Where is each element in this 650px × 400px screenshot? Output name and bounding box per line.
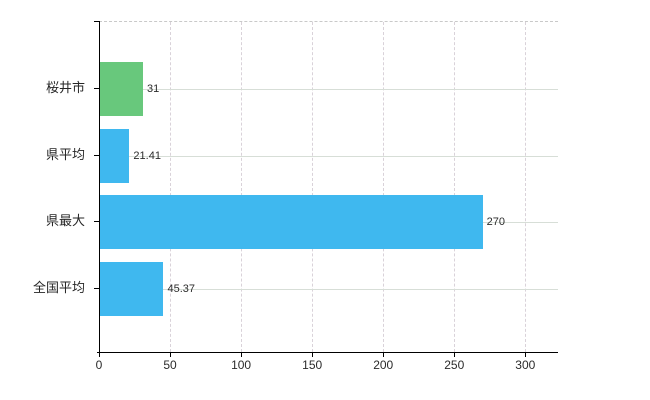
x-tick-label-250: 250 xyxy=(444,358,465,372)
value-label-3: 45.37 xyxy=(167,282,195,295)
x-axis-tick-250 xyxy=(454,352,456,357)
x-tick-label-150: 150 xyxy=(302,358,323,372)
gridline-x-50 xyxy=(170,22,172,352)
y-axis-tick-0 xyxy=(94,88,99,89)
bar-3 xyxy=(99,261,164,316)
x-tick-label-50: 50 xyxy=(163,358,177,372)
x-axis-tick-100 xyxy=(241,352,243,357)
gridline-category-3 xyxy=(99,288,558,290)
x-axis-tick-200 xyxy=(383,352,385,357)
gridline-category-0 xyxy=(99,89,558,90)
x-axis-tick-50 xyxy=(170,352,172,357)
bar-1 xyxy=(99,128,130,183)
y-axis-tick-top xyxy=(94,21,99,22)
y-axis-tick-2 xyxy=(94,221,99,222)
category-label-2: 県最大 xyxy=(45,213,85,228)
category-label-0: 桜井市 xyxy=(45,80,85,95)
gridline-x-100 xyxy=(241,22,243,352)
category-label-3: 全国平均 xyxy=(32,279,85,295)
x-tick-label-0: 0 xyxy=(95,358,103,372)
plot-area: 31 21.41 270 45.37 xyxy=(99,21,558,352)
gridline-category-1 xyxy=(99,155,558,157)
category-label-1: 県平均 xyxy=(45,146,85,162)
x-axis-tick-300 xyxy=(525,352,527,357)
x-tick-label-200: 200 xyxy=(373,358,394,372)
x-tick-label-300: 300 xyxy=(515,358,536,372)
value-label-0: 31 xyxy=(147,83,160,95)
gridline-x-200 xyxy=(383,22,385,352)
gridline-x-250 xyxy=(454,22,456,352)
gridline-x-300 xyxy=(525,22,527,352)
x-axis-tick-0 xyxy=(99,352,100,357)
bar-2 xyxy=(99,195,483,249)
y-axis-tick-1 xyxy=(94,154,99,156)
gridline-x-150 xyxy=(312,22,314,352)
x-axis-line xyxy=(97,352,558,353)
x-axis-tick-150 xyxy=(312,352,314,357)
y-axis-line xyxy=(99,21,100,357)
value-label-1: 21.41 xyxy=(133,149,161,162)
value-label-2: 270 xyxy=(486,216,506,228)
bar-0 xyxy=(99,62,144,116)
y-axis-tick-3 xyxy=(94,287,99,289)
x-tick-label-100: 100 xyxy=(231,358,252,372)
